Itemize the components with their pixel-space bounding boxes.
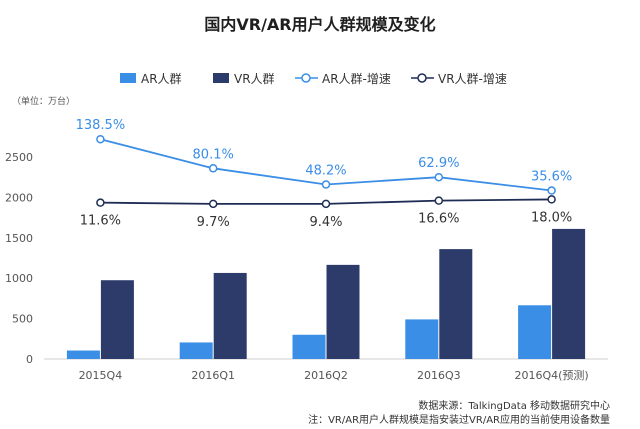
data-label-ar-rate: 48.2% — [305, 163, 346, 178]
data-label-vr-rate: 11.6% — [80, 214, 121, 229]
data-label-vr-rate: 9.4% — [309, 215, 342, 230]
bar-vr — [213, 272, 247, 359]
data-label-ar-rate: 62.9% — [418, 156, 459, 171]
unit-label: （单位：万台） — [12, 95, 75, 107]
data-label-vr-rate: 18.0% — [531, 210, 572, 225]
y-tick-label: 2500 — [5, 151, 33, 164]
y-tick-label: 1500 — [5, 232, 33, 245]
bar-ar — [179, 342, 213, 359]
y-axis: 0 500 1000 1500 2000 2500 — [5, 151, 33, 366]
legend-ar-rate-marker — [301, 73, 311, 83]
y-tick-label: 500 — [12, 313, 33, 326]
legend-vr-label: VR人群 — [234, 72, 275, 86]
y-tick-label: 1000 — [5, 272, 33, 285]
rate-labels: 138.5% 80.1% 48.2% 62.9% 35.6% 11.6% 9.7% 9.4% 1… — [76, 118, 573, 230]
point-ar-rate — [208, 164, 218, 173]
bar-ar — [405, 319, 439, 359]
x-tick-label: 2016Q4(预测) — [514, 369, 588, 382]
legend-ar-label: AR人群 — [141, 72, 182, 86]
x-axis: 2015Q4 2016Q1 2016Q2 2016Q3 2016Q4(预测) — [79, 369, 589, 382]
point-ar-rate — [434, 172, 444, 182]
note-line: 注：VR/AR用户人群规模是指安装过VR/AR应用的当前使用设备数量 — [308, 413, 610, 426]
point-ar-rate — [96, 134, 105, 144]
bar-ar — [292, 334, 326, 359]
x-tick-label: 2016Q1 — [191, 369, 235, 382]
point-vr-rate — [208, 199, 218, 209]
point-vr-rate — [547, 195, 556, 204]
legend-vr-rate-marker — [417, 73, 427, 83]
point-ar-rate — [321, 180, 331, 189]
legend: AR人群 VR人群 AR人群-增速 VR人群-增速 — [120, 72, 507, 86]
legend-vr-rate-label: VR人群-增速 — [438, 72, 507, 86]
x-tick-label: 2016Q2 — [304, 369, 348, 382]
source-line: 数据来源：TalkingData 移动数据研究中心 — [418, 399, 610, 412]
data-label-ar-rate: 80.1% — [193, 147, 234, 162]
data-label-ar-rate: 35.6% — [531, 170, 572, 185]
legend-ar-rate-label: AR人群-增速 — [322, 72, 391, 86]
data-label-vr-rate: 16.6% — [418, 212, 459, 227]
bar-vr — [552, 228, 586, 359]
bar-vr — [439, 249, 473, 359]
bar-vr — [100, 280, 134, 359]
data-label-ar-rate: 138.5% — [76, 118, 126, 133]
bar-vr — [326, 264, 360, 359]
legend-vr-swatch — [213, 73, 229, 83]
point-vr-rate — [434, 196, 444, 205]
x-tick-label: 2016Q3 — [417, 369, 461, 382]
y-tick-label: 2000 — [5, 191, 33, 204]
data-label-vr-rate: 9.7% — [197, 215, 230, 230]
legend-ar-swatch — [120, 73, 136, 83]
chart-title: 国内VR/AR用户人群规模及变化 — [204, 15, 435, 34]
bars — [66, 228, 586, 359]
bar-ar — [66, 350, 100, 359]
point-vr-rate — [96, 198, 105, 207]
bar-ar — [518, 305, 552, 359]
x-tick-label: 2015Q4 — [79, 369, 123, 382]
point-ar-rate — [547, 186, 556, 195]
rate-lines — [96, 134, 556, 209]
y-tick-label: 0 — [26, 353, 33, 366]
point-vr-rate — [321, 199, 331, 209]
